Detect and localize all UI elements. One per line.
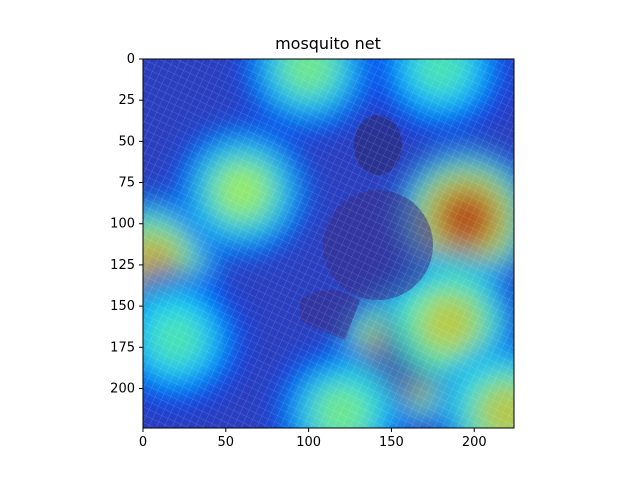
y-tick-label: 0	[127, 52, 135, 67]
y-tick-label: 75	[118, 176, 135, 191]
y-tick-label: 200	[110, 381, 135, 396]
x-tick-label: 150	[379, 435, 404, 450]
mesh-texture	[143, 59, 514, 428]
plot-area	[143, 59, 514, 428]
x-tick-label: 0	[139, 435, 147, 450]
x-tick-label: 50	[218, 435, 235, 450]
chart-title: mosquito net	[275, 34, 381, 53]
y-tick-label: 150	[110, 299, 135, 314]
y-tick-label: 175	[110, 340, 135, 355]
y-axis: 0 25 50 75 100 125 150 175 200	[110, 52, 143, 396]
y-tick-label: 100	[110, 217, 135, 232]
y-tick-label: 25	[118, 93, 135, 108]
x-tick-label: 200	[462, 435, 487, 450]
y-tick-label: 50	[118, 134, 135, 149]
plot-frame	[142, 58, 515, 429]
y-tick-label: 125	[110, 258, 135, 273]
x-tick-label: 100	[296, 435, 321, 450]
x-axis: 0 50 100 150 200	[139, 428, 487, 450]
